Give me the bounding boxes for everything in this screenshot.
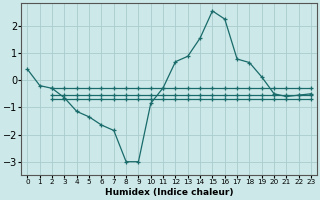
- X-axis label: Humidex (Indice chaleur): Humidex (Indice chaleur): [105, 188, 234, 197]
